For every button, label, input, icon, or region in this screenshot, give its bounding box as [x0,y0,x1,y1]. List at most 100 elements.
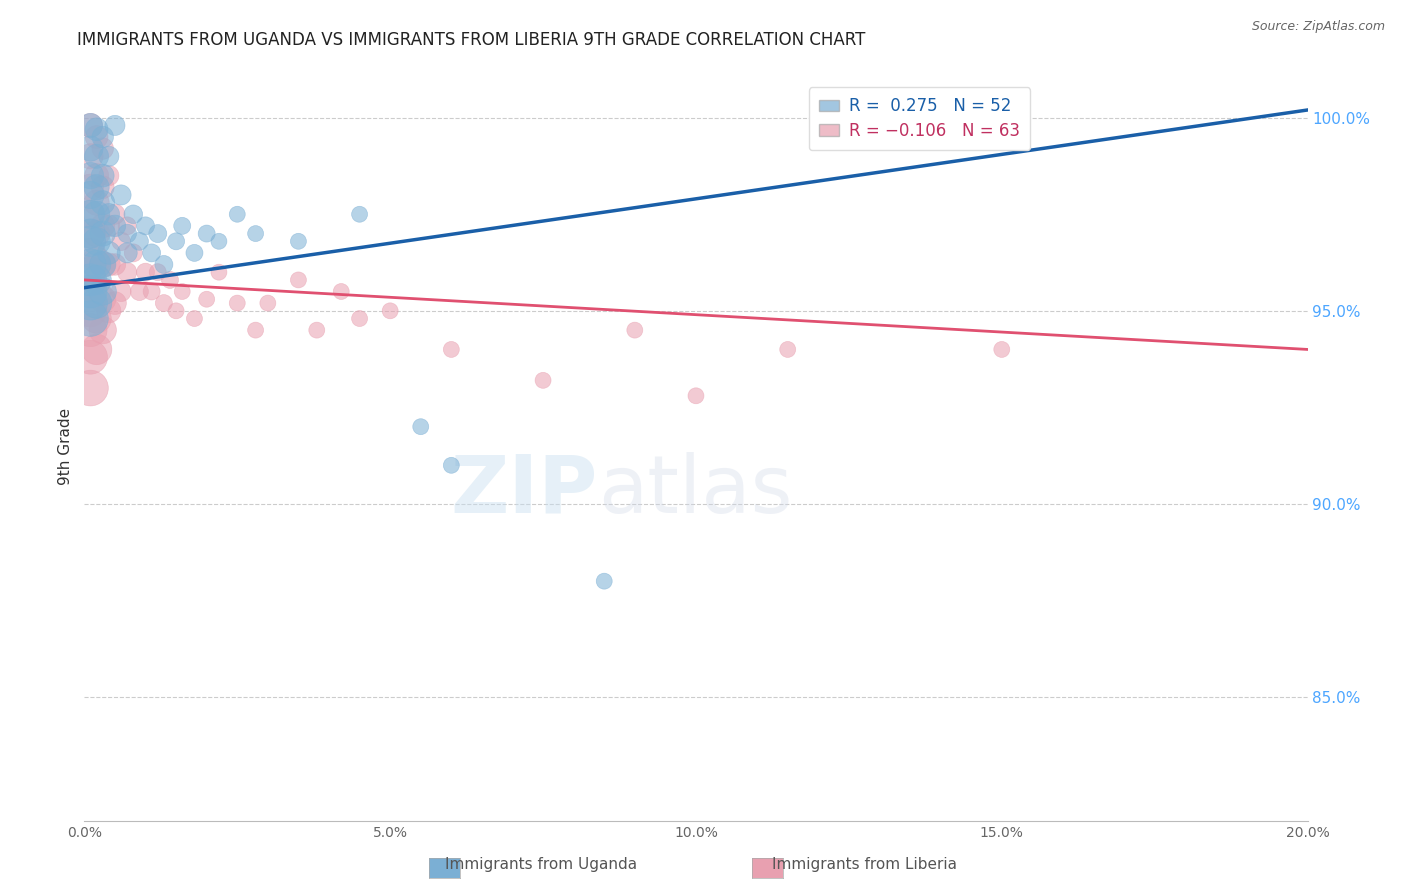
Point [86,227,108,241]
Point [79,381,101,395]
Point [128,235,150,249]
Point [685,389,707,403]
Point [287,235,309,249]
Point [135,219,157,233]
Text: Immigrants from Uganda: Immigrants from Uganda [446,857,637,872]
Text: Immigrants from Liberia: Immigrants from Liberia [772,857,957,872]
Point [440,458,463,473]
Point [79,235,101,249]
Point [86,343,108,357]
Point [159,273,181,287]
Point [165,303,187,318]
Text: IMMIGRANTS FROM UGANDA VS IMMIGRANTS FROM LIBERIA 9TH GRADE CORRELATION CHART: IMMIGRANTS FROM UGANDA VS IMMIGRANTS FRO… [77,31,866,49]
Point [79,265,101,279]
Point [91,227,114,241]
Point [97,257,120,271]
Point [195,227,218,241]
Point [141,246,163,260]
Point [86,257,108,271]
Point [349,207,371,221]
Point [305,323,328,337]
Point [91,195,114,210]
Point [86,149,108,163]
Point [257,296,280,310]
Point [79,350,101,364]
Point [79,311,101,326]
Point [86,311,108,326]
Point [79,207,101,221]
Text: atlas: atlas [598,452,793,530]
Point [91,257,114,271]
Point [79,227,101,241]
Point [79,207,101,221]
Point [86,296,108,310]
Point [110,285,132,299]
Point [122,246,145,260]
Point [380,303,402,318]
Point [86,169,108,183]
Point [79,285,101,299]
Point [115,219,138,233]
Point [79,257,101,271]
Point [195,292,218,306]
Point [208,265,231,279]
Point [91,285,114,299]
Point [115,246,138,260]
Point [79,180,101,194]
Point [226,207,249,221]
Point [330,285,353,299]
Point [86,180,108,194]
Text: Source: ZipAtlas.com: Source: ZipAtlas.com [1251,20,1385,33]
Point [97,149,120,163]
Point [104,207,127,221]
Point [141,285,163,299]
Point [79,119,101,133]
Point [409,419,432,434]
Point [531,373,554,387]
Point [104,219,127,233]
Point [172,219,194,233]
Point [79,149,101,163]
Point [91,169,114,183]
Point [86,273,108,287]
Point [79,169,101,183]
Point [146,265,169,279]
Point [115,227,138,241]
Point [104,119,127,133]
Point [165,235,187,249]
Point [287,273,309,287]
Point [110,235,132,249]
Point [991,343,1014,357]
Point [86,235,108,249]
Point [245,227,267,241]
Point [104,257,127,271]
Legend: R =  0.275   N = 52, R = −0.106   N = 63: R = 0.275 N = 52, R = −0.106 N = 63 [808,87,1031,150]
Point [349,311,371,326]
Point [79,303,101,318]
Point [79,119,101,133]
Point [110,188,132,202]
Point [79,296,101,310]
Point [86,207,108,221]
Point [122,207,145,221]
Point [440,343,463,357]
Point [91,257,114,271]
Point [593,574,616,589]
Point [153,296,176,310]
Point [172,285,194,299]
Point [91,323,114,337]
Point [79,246,101,260]
Point [104,296,127,310]
Point [86,122,108,136]
Point [97,219,120,233]
Point [86,285,108,299]
Point [208,235,231,249]
Point [79,285,101,299]
Point [91,180,114,194]
Point [97,207,120,221]
Point [128,285,150,299]
Point [86,195,108,210]
Point [97,303,120,318]
Point [86,130,108,145]
Point [79,323,101,337]
